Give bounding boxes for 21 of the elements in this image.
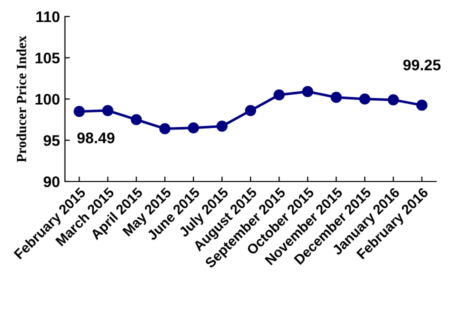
point — [330, 92, 342, 103]
annotation: 98.49 — [77, 132, 114, 144]
point — [216, 120, 228, 132]
point — [102, 104, 114, 116]
point — [188, 122, 200, 134]
point — [74, 106, 85, 118]
point — [130, 114, 142, 126]
y-tick-label: 110 — [36, 11, 60, 22]
point — [416, 100, 428, 111]
point — [159, 123, 170, 134]
point — [274, 89, 285, 100]
y-axis-title: Producer Price Index — [16, 36, 26, 162]
y-tick-label: 95 — [44, 135, 60, 146]
annotation: 99.25 — [403, 60, 441, 70]
y-tick-label: 90 — [44, 176, 60, 188]
point — [388, 94, 399, 106]
y-tick-label: 105 — [36, 52, 60, 64]
y-tick-label: 100 — [36, 94, 60, 105]
point — [302, 86, 314, 98]
point — [245, 104, 256, 116]
point — [359, 93, 370, 105]
